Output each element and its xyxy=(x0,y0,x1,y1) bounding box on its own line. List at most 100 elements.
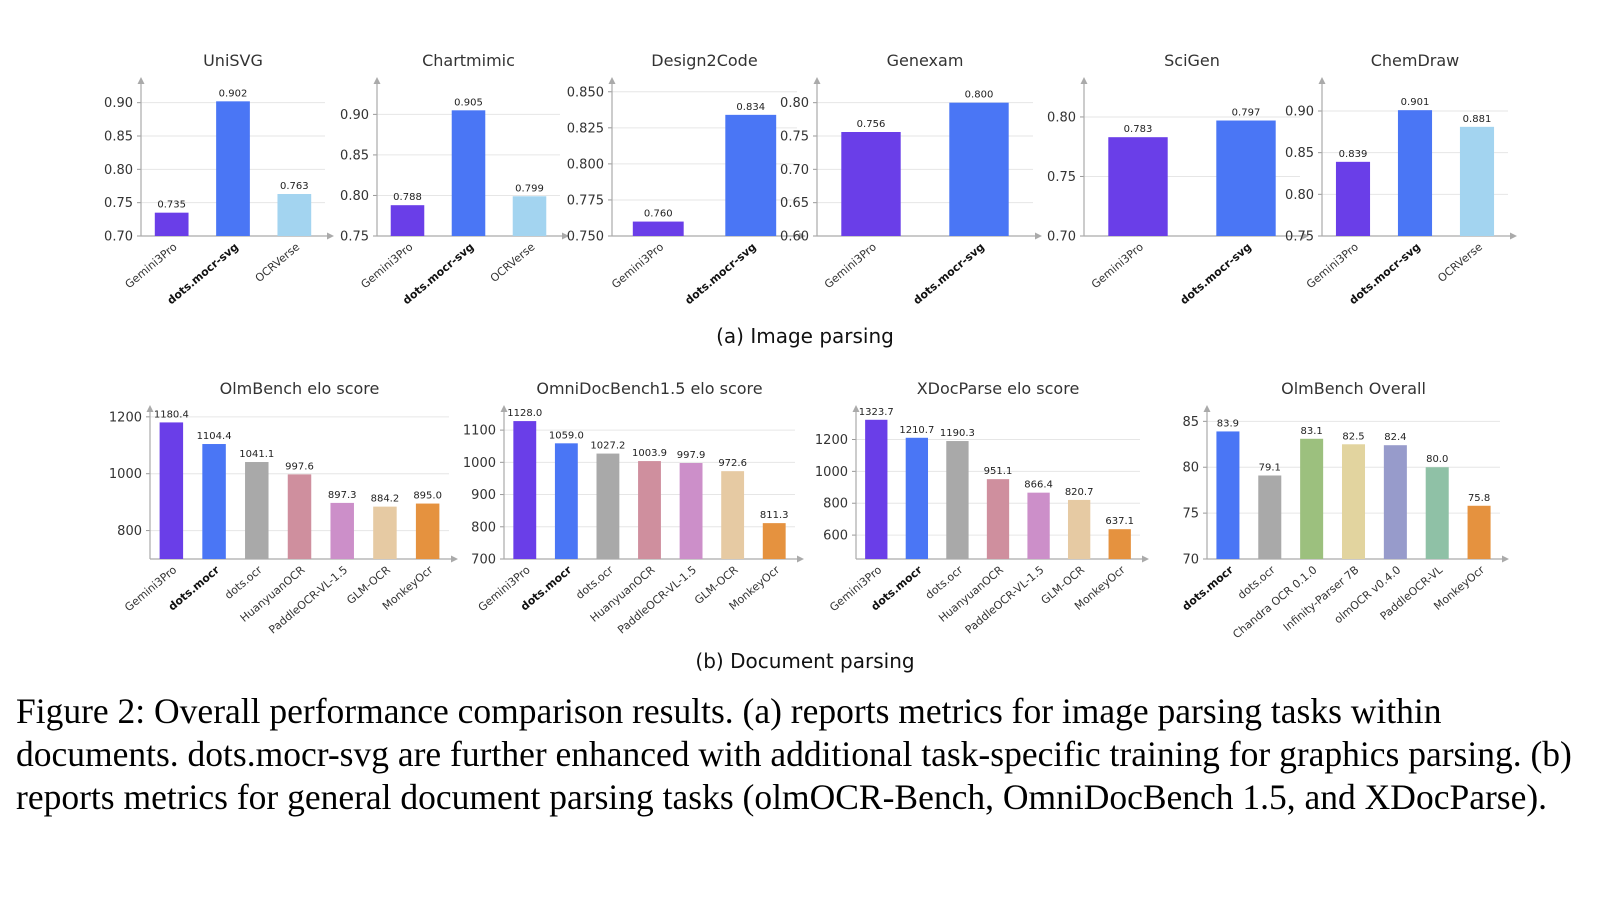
y-axis-arrow xyxy=(608,77,616,84)
data-label: 1210.7 xyxy=(899,425,934,436)
data-label: 1027.2 xyxy=(590,441,625,452)
y-tick-label: 1000 xyxy=(109,467,142,482)
y-tick-label: 600 xyxy=(823,529,848,544)
bar xyxy=(277,194,312,236)
data-label: 0.783 xyxy=(1124,124,1153,135)
figure-caption: Figure 2: Overall performance comparison… xyxy=(16,691,1572,817)
bar xyxy=(159,422,184,559)
data-label: 0.797 xyxy=(1232,108,1261,119)
y-tick-label: 1000 xyxy=(815,465,848,480)
bar xyxy=(513,421,537,559)
data-label: 637.1 xyxy=(1105,516,1134,527)
chart-title: Genexam xyxy=(887,51,964,70)
y-tick-label: 0.850 xyxy=(567,85,604,100)
chart-panel: ChemDraw 0.75 0.80 0.85 0.90 0.839 Gemini3Pro 0… xyxy=(1285,51,1517,307)
bar xyxy=(1216,431,1240,559)
data-label: 0.881 xyxy=(1463,114,1492,125)
bar xyxy=(721,471,745,559)
x-axis-arrow xyxy=(1502,555,1509,563)
bar xyxy=(1335,161,1371,236)
y-tick-label: 0.80 xyxy=(104,163,133,178)
data-label: 0.901 xyxy=(1401,97,1430,108)
x-tick-label: Gemini3Pro xyxy=(609,240,666,291)
data-label: 1180.4 xyxy=(154,409,189,420)
chart-title: OlmBench Overall xyxy=(1281,379,1426,398)
data-label: 0.905 xyxy=(454,97,483,108)
x-tick-label: Infinity-Parser 7B xyxy=(1281,563,1362,634)
x-axis-arrow xyxy=(799,232,806,240)
data-label: 82.4 xyxy=(1384,432,1406,443)
data-label: 1059.0 xyxy=(549,430,584,441)
bar xyxy=(1459,126,1495,236)
bar xyxy=(1397,110,1433,236)
y-tick-label: 0.65 xyxy=(780,196,809,211)
data-label: 82.5 xyxy=(1342,431,1364,442)
chart-title: OmniDocBench1.5 elo score xyxy=(536,379,762,398)
data-label: 1104.4 xyxy=(197,431,232,442)
bar xyxy=(841,132,901,236)
chart-title: ChemDraw xyxy=(1371,51,1460,70)
bar xyxy=(949,102,1009,237)
bar xyxy=(202,444,226,559)
chart-title: OlmBench elo score xyxy=(220,379,380,398)
data-label: 79.1 xyxy=(1259,462,1281,473)
bar xyxy=(1341,444,1366,559)
y-tick-label: 0.75 xyxy=(104,196,133,211)
y-tick-label: 1200 xyxy=(109,410,142,425)
bar xyxy=(1108,137,1168,236)
y-tick-label: 0.800 xyxy=(567,157,604,172)
y-tick-label: 75 xyxy=(1182,507,1199,522)
x-tick-label: Gemini3Pro xyxy=(1089,240,1146,291)
x-axis-arrow xyxy=(562,232,569,240)
y-tick-label: 800 xyxy=(471,520,496,535)
y-axis-arrow xyxy=(146,405,154,412)
data-label: 897.3 xyxy=(328,490,357,501)
data-label: 1323.7 xyxy=(859,407,894,418)
y-tick-label: 0.85 xyxy=(1285,146,1314,161)
x-tick-label: PaddleOCR-VL-1.5 xyxy=(266,563,350,636)
bar xyxy=(905,437,929,559)
bar xyxy=(1108,529,1131,559)
data-label: 0.760 xyxy=(644,209,673,220)
y-tick-label: 0.90 xyxy=(1285,105,1314,120)
y-tick-label: 900 xyxy=(471,488,496,503)
data-label: 80.0 xyxy=(1426,454,1448,465)
x-axis-arrow xyxy=(1302,232,1309,240)
x-tick-label: OCRVerse xyxy=(488,240,538,285)
bar xyxy=(1383,445,1407,559)
chart-panel: UniSVG 0.70 0.75 0.80 0.85 0.90 0.735 Gemini3Pr… xyxy=(104,51,334,307)
x-tick-label: Gemini3Pro xyxy=(822,240,879,291)
y-tick-label: 0.80 xyxy=(1047,110,1076,125)
x-axis-arrow xyxy=(1035,232,1042,240)
y-tick-label: 800 xyxy=(117,524,142,539)
bar xyxy=(986,479,1010,559)
data-label: 0.834 xyxy=(736,102,765,113)
y-tick-label: 0.85 xyxy=(104,130,133,145)
data-label: 0.839 xyxy=(1339,149,1368,160)
bar xyxy=(1067,499,1091,559)
y-axis-arrow xyxy=(137,77,145,84)
bar xyxy=(1300,438,1324,559)
data-label: 0.800 xyxy=(965,90,994,101)
bar xyxy=(1027,492,1050,559)
bar xyxy=(330,502,354,559)
data-label: 895.0 xyxy=(413,491,442,502)
data-label: 997.6 xyxy=(285,461,314,472)
x-tick-label: Gemini3Pro xyxy=(358,240,415,291)
y-tick-label: 0.750 xyxy=(567,230,604,245)
chart-title: SciGen xyxy=(1164,51,1220,70)
data-label: 820.7 xyxy=(1065,487,1094,498)
chart-title: XDocParse elo score xyxy=(917,379,1080,398)
y-tick-label: 1200 xyxy=(815,433,848,448)
data-label: 0.799 xyxy=(515,183,544,194)
x-tick-label: Gemini3Pro xyxy=(1304,240,1361,291)
bar xyxy=(373,506,397,559)
chart-panel: Design2Code 0.750 0.775 0.800 0.825 0.850 0.76… xyxy=(567,51,806,307)
x-tick-label: OCRVerse xyxy=(253,240,303,285)
bar xyxy=(415,503,440,559)
x-axis-arrow xyxy=(797,555,804,563)
data-label: 1190.3 xyxy=(940,428,975,439)
y-axis-arrow xyxy=(373,77,381,84)
x-tick-label: Gemini3Pro xyxy=(123,240,180,291)
